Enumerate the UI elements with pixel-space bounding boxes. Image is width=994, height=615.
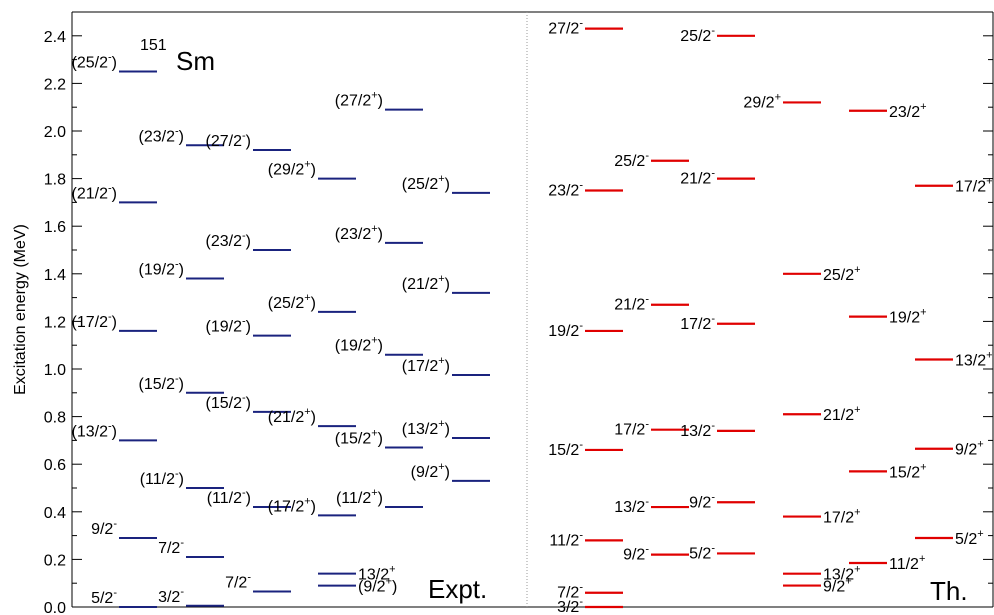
level-label: (19/2-) bbox=[139, 259, 184, 279]
level-label: (29/2+) bbox=[268, 159, 316, 179]
level-label: (23/2+) bbox=[335, 223, 383, 243]
nucleus-mass: 151 bbox=[140, 37, 167, 54]
y-tick-label: 1.8 bbox=[44, 172, 66, 189]
y-axis: 0.0 0.2 0.4 0.6 0.8 1.0 1.2 1.4 1.6 1.8 2.0 2.2 2.4 bbox=[44, 11, 993, 615]
level-label: (19/2+) bbox=[335, 335, 383, 355]
level-label: (11/2-) bbox=[140, 468, 184, 488]
y-axis-label: Excitation energy (MeV) bbox=[12, 224, 29, 395]
y-tick-label: 1.4 bbox=[44, 267, 66, 284]
level-label: 9/2- bbox=[623, 544, 649, 564]
level-label: (9/2+) bbox=[411, 461, 450, 481]
level-label: 25/2- bbox=[680, 25, 715, 45]
y-tick-label: 1.2 bbox=[44, 314, 66, 331]
level-label: (17/2+) bbox=[402, 355, 450, 375]
level-label: (25/2+) bbox=[402, 173, 450, 193]
level-label: 7/2- bbox=[225, 572, 251, 592]
level-label: (23/2-) bbox=[139, 125, 184, 145]
levels-layer: 5/2- 9/2- (13/2-) (17/2-) (21/2-) (25/2-) 3/2-… bbox=[72, 18, 993, 615]
level-label: 15/2- bbox=[548, 439, 583, 459]
level-label: 5/2+ bbox=[955, 528, 984, 548]
level-label: 17/2- bbox=[614, 419, 649, 439]
level-label: (21/2+) bbox=[268, 406, 316, 426]
level-label: 21/2- bbox=[614, 294, 649, 314]
level-label: 23/2- bbox=[548, 180, 583, 200]
level-label: (27/2-) bbox=[206, 130, 251, 150]
level-label: (13/2-) bbox=[72, 420, 117, 440]
level-label: (23/2-) bbox=[206, 230, 251, 250]
y-tick-label: 0.4 bbox=[44, 505, 66, 522]
y-tick-label: 2.2 bbox=[44, 76, 66, 93]
y-tick-label: 0.0 bbox=[44, 600, 66, 615]
panel-label-th: Th. bbox=[930, 576, 968, 606]
level-label: (9/2+) bbox=[358, 576, 397, 596]
level-label: 11/2+ bbox=[889, 553, 925, 573]
level-label: (15/2+) bbox=[335, 428, 383, 448]
level-label: 5/2- bbox=[689, 542, 715, 562]
level-label: 17/2+ bbox=[823, 507, 861, 527]
y-tick-label: 2.0 bbox=[44, 124, 66, 141]
level-label: 13/2- bbox=[614, 496, 649, 516]
level-label: (27/2+) bbox=[335, 90, 383, 110]
level-label: (15/2-) bbox=[206, 392, 251, 412]
level-label: 15/2+ bbox=[889, 461, 927, 481]
level-label: 13/2+ bbox=[358, 564, 396, 584]
level-label: 27/2- bbox=[548, 18, 583, 38]
level-label: 29/2+ bbox=[743, 91, 781, 111]
nucleus-label: 151 Sm bbox=[140, 37, 215, 76]
level-label: (19/2-) bbox=[206, 316, 251, 336]
level-label: (25/2-) bbox=[72, 52, 117, 72]
level-label: 13/2+ bbox=[823, 564, 861, 584]
level-label: 25/2+ bbox=[823, 264, 861, 284]
level-label: 5/2- bbox=[91, 587, 117, 607]
y-tick-label: 1.6 bbox=[44, 219, 66, 236]
level-label: 9/2+ bbox=[955, 439, 984, 459]
level-label: 13/2- bbox=[680, 420, 715, 440]
level-label: (25/2+) bbox=[268, 292, 316, 312]
nucleus-symbol: Sm bbox=[176, 46, 215, 76]
level-label: 21/2+ bbox=[823, 404, 861, 424]
level-label: 19/2- bbox=[548, 320, 583, 340]
level-label: 9/2- bbox=[91, 518, 117, 538]
y-tick-label: 0.6 bbox=[44, 457, 66, 474]
level-label: 7/2- bbox=[557, 582, 583, 602]
level-label: (15/2-) bbox=[139, 373, 184, 393]
level-label: 13/2+ bbox=[955, 349, 993, 369]
y-tick-label: 1.0 bbox=[44, 362, 66, 379]
plot-frame bbox=[71, 11, 994, 608]
level-label: 23/2+ bbox=[889, 101, 927, 121]
level-label: (13/2+) bbox=[402, 418, 450, 438]
panel-levels: 5/2- 9/2- (13/2-) (17/2-) (21/2-) (25/2-) 3/2-… bbox=[72, 52, 490, 608]
level-label: 17/2- bbox=[680, 313, 715, 333]
level-label: (17/2-) bbox=[72, 311, 117, 331]
panel-levels: 3/2-7/2- 11/2- 15/2- 19/2- 23/2- 27/2- 9/2- 13/… bbox=[548, 18, 992, 615]
level-label: 7/2- bbox=[158, 537, 184, 557]
level-label: 17/2+ bbox=[955, 176, 993, 196]
level-label: 3/2- bbox=[158, 586, 184, 606]
y-tick-label: 2.4 bbox=[44, 29, 66, 46]
level-label: 19/2+ bbox=[889, 307, 927, 327]
panel-label-expt: Expt. bbox=[428, 574, 487, 604]
y-tick-label: 0.2 bbox=[44, 552, 66, 569]
y-tick-label: 0.8 bbox=[44, 410, 66, 427]
level-label: (21/2+) bbox=[402, 273, 450, 293]
level-label: 25/2- bbox=[614, 150, 649, 170]
level-label: (11/2+) bbox=[336, 487, 383, 507]
level-label: 21/2- bbox=[680, 168, 715, 188]
level-label: 3/2- bbox=[557, 596, 583, 615]
level-label: 9/2+ bbox=[823, 576, 852, 596]
level-label: 11/2- bbox=[549, 529, 583, 549]
level-label: (11/2-) bbox=[207, 487, 251, 507]
level-label: (21/2-) bbox=[72, 182, 117, 202]
level-label: (17/2+) bbox=[268, 495, 316, 515]
level-label: 9/2- bbox=[689, 491, 715, 511]
